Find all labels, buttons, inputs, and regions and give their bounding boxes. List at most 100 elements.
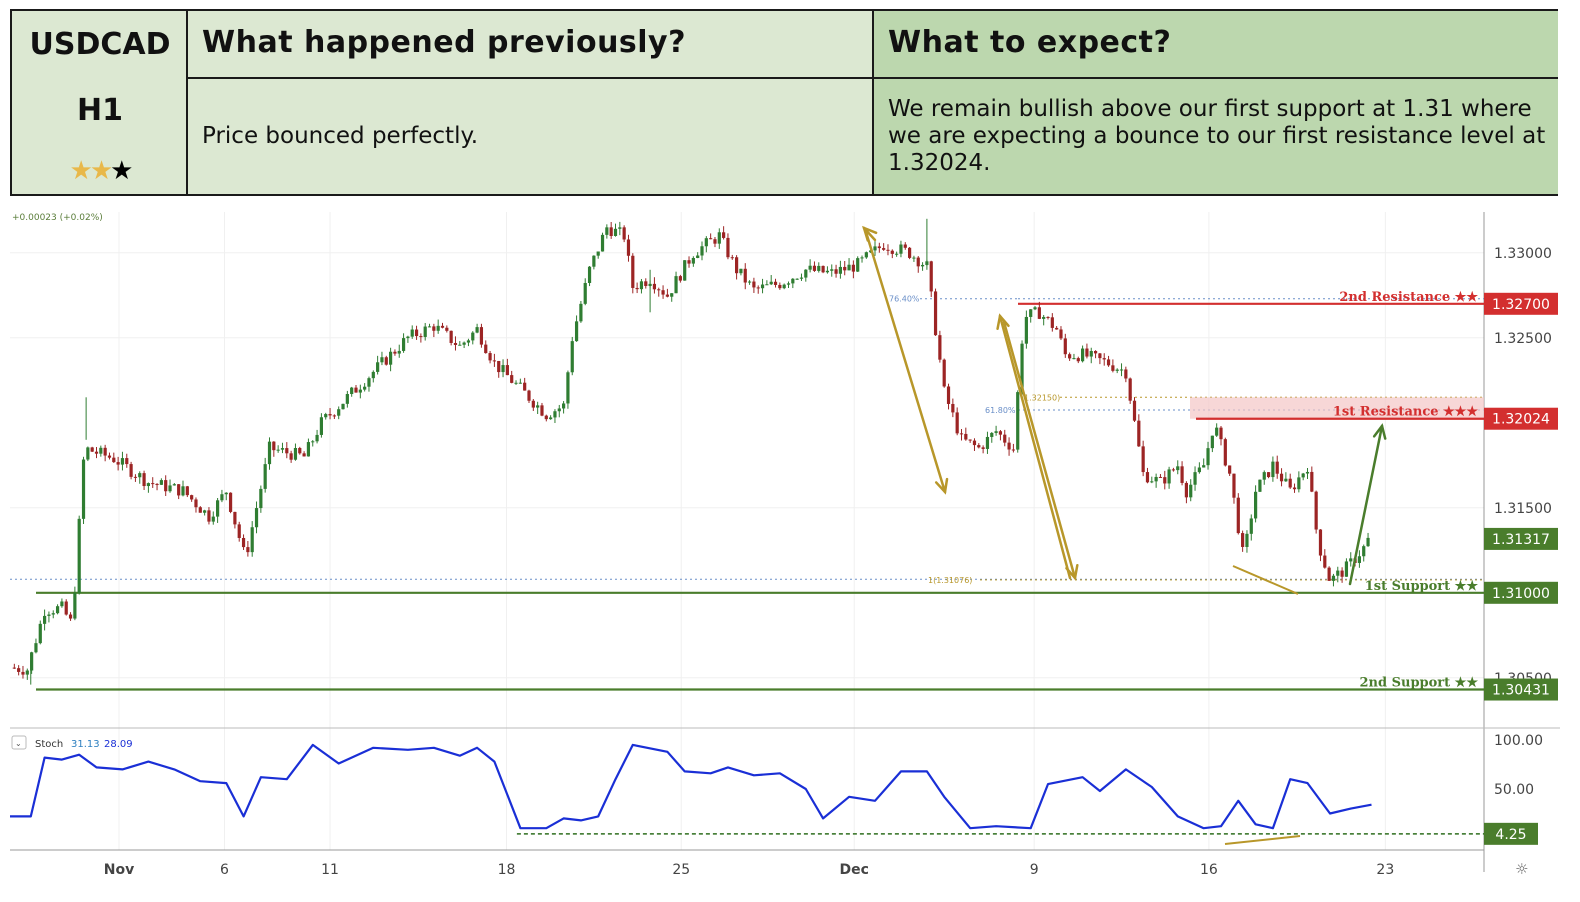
candle-body — [574, 321, 579, 342]
candle-body — [916, 257, 920, 267]
symbol-label: USDCAD — [29, 27, 171, 62]
analysis-header-table: USDCAD H1 ★★★ What happened previously? … — [10, 9, 1558, 196]
candle-body — [635, 287, 639, 290]
candle-body — [1202, 465, 1206, 468]
candle-body — [951, 403, 955, 413]
time-tick-label: 25 — [672, 862, 690, 878]
stoch-legend[interactable]: ⌄ Stoch 31.13 28.09 — [11, 735, 133, 750]
candle-body — [518, 382, 522, 384]
candle-body — [890, 250, 894, 254]
candle-body — [302, 453, 306, 457]
candle-body — [886, 249, 890, 251]
candle-body — [414, 329, 419, 337]
candle-body — [696, 255, 700, 258]
annotation-arrows — [862, 225, 1387, 845]
candle-body — [1305, 471, 1310, 474]
candle-body — [30, 652, 34, 671]
candle-body — [1046, 316, 1050, 318]
candle-body — [964, 433, 968, 440]
candle-body — [1033, 307, 1037, 310]
candle-body — [1275, 461, 1279, 474]
candle-body — [808, 265, 812, 270]
candle-body — [1115, 369, 1119, 371]
change-readout: +0.00023 (+0.02%) — [12, 213, 103, 223]
candle-body — [856, 258, 860, 272]
candle-body — [155, 483, 159, 485]
previous-text: Price bounced perfectly. — [202, 123, 479, 149]
price-badge-label: 1.32024 — [1492, 412, 1550, 428]
candle-body — [1119, 369, 1124, 371]
candle-body — [756, 287, 760, 289]
candle-body — [998, 431, 1003, 435]
candle-body — [760, 284, 765, 289]
stoch-tick-label: 100.00 — [1494, 733, 1543, 749]
price-chart[interactable]: +0.00023 (+0.02%) 76.40% 61.80% 1.32150) 1(… — [0, 196, 1580, 902]
candle-body — [773, 281, 778, 285]
candle-body — [851, 264, 855, 272]
fib-label: 1(1.31076) — [928, 576, 972, 585]
candle-body — [717, 232, 721, 244]
candle-body — [298, 448, 302, 454]
candle-body — [1011, 449, 1015, 451]
candle-body — [17, 668, 21, 672]
time-tick-label: 16 — [1200, 862, 1218, 878]
arrow-head — [1065, 563, 1079, 581]
candle-body — [246, 547, 250, 553]
candle-body — [185, 486, 189, 496]
candle-body — [1349, 558, 1353, 562]
candle-body — [1288, 478, 1292, 488]
candle-body — [47, 614, 51, 616]
candle-body — [743, 268, 747, 283]
candle-body — [877, 246, 881, 249]
candle-body — [51, 613, 55, 615]
candle-body — [86, 447, 90, 460]
price-tick-label: 1.33000 — [1494, 246, 1552, 262]
candle-body — [609, 227, 613, 236]
chevron-down-icon: ⌄ — [15, 739, 22, 748]
candle-body — [596, 251, 600, 256]
candle-body — [358, 389, 362, 393]
candle-body — [1327, 567, 1331, 581]
candle-body — [1089, 350, 1093, 357]
fib-label: 1.32150) — [1024, 393, 1060, 402]
candle-body — [722, 232, 726, 238]
time-tick-label: 23 — [1376, 862, 1394, 878]
candle-body — [1344, 561, 1349, 577]
candle-body — [116, 462, 120, 465]
candle-body — [233, 511, 237, 525]
candle-body — [1102, 358, 1106, 360]
candle-body — [354, 387, 358, 393]
candle-body — [1262, 472, 1266, 480]
candle-body — [259, 488, 263, 509]
candle-body — [843, 266, 847, 271]
candle-body — [241, 537, 246, 548]
candle-body — [674, 276, 678, 294]
candle-body — [1068, 354, 1072, 359]
candle-body — [190, 495, 194, 500]
settings-gear-icon[interactable]: ☼ — [1515, 860, 1528, 878]
divergence-line — [1232, 565, 1299, 595]
candle-body — [1249, 518, 1253, 534]
stoch-k-value: 31.13 — [71, 739, 100, 750]
candle-body — [1254, 491, 1258, 519]
candle-body — [311, 441, 315, 443]
candle-body — [272, 441, 276, 451]
candle-body — [432, 326, 436, 331]
candle-body — [168, 485, 172, 492]
collapse-toggle[interactable] — [11, 735, 27, 750]
candle-body — [1141, 446, 1145, 473]
candle-body — [60, 601, 64, 607]
price-tick-label: 1.32500 — [1494, 331, 1552, 347]
chart-grid — [10, 212, 1484, 850]
candle-body — [77, 518, 81, 593]
price-badge — [1484, 678, 1558, 701]
candle-body — [817, 265, 821, 271]
candle-body — [345, 394, 349, 404]
symbol-cell: USDCAD H1 ★★★ — [12, 11, 188, 194]
candle-body — [1184, 482, 1188, 498]
stoch-tick-label: 50.00 — [1494, 782, 1534, 798]
stoch-badge — [1484, 822, 1538, 845]
time-tick-label: 6 — [220, 862, 229, 878]
candle-body — [1145, 472, 1150, 483]
candle-body — [920, 264, 925, 267]
